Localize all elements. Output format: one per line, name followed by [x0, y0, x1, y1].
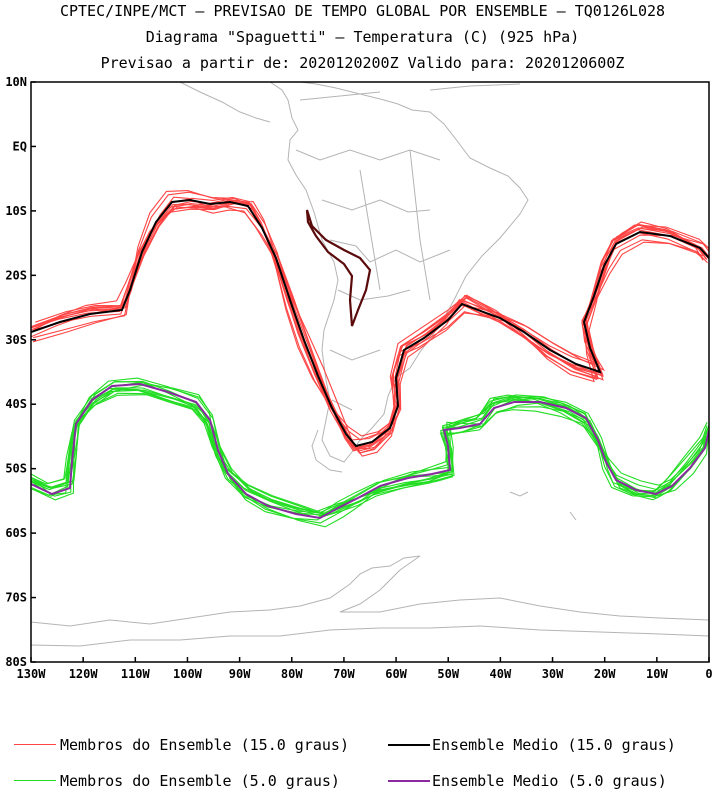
- member-15-line-9: [35, 201, 704, 457]
- member-5-line-8: [33, 384, 706, 528]
- member-5-line-9: [31, 387, 709, 513]
- lon-label-70w: 70W: [333, 667, 355, 681]
- members-5-spaghetti: [31, 377, 709, 528]
- legend-members-5: Membros do Ensemble (5.0 graus): [60, 772, 340, 790]
- legend-mean-5: Ensemble Medio (5.0 graus): [432, 772, 667, 790]
- lat-label-70s: 70S: [5, 591, 27, 605]
- legend-swatch-members-15: [14, 744, 56, 745]
- country-borders: [295, 149, 451, 411]
- lon-label-130w: 130W: [17, 667, 47, 681]
- map-area: [31, 82, 709, 647]
- legend-swatch-members-5: [14, 780, 56, 781]
- member-15-line-4: [33, 206, 709, 450]
- map-frame: [30, 81, 710, 663]
- mean-15-line: [31, 198, 709, 448]
- lat-label-60s: 60S: [5, 526, 27, 540]
- lon-label-40w: 40W: [490, 667, 512, 681]
- lat-label-50s: 50S: [5, 462, 27, 476]
- latitude-labels: 10N EQ 10S 20S 30S 40S 50S 60S 70S 80S: [5, 75, 27, 669]
- lon-label-100w: 100W: [173, 667, 203, 681]
- axis-ticks: [30, 81, 710, 663]
- antarctica-coastline: [31, 555, 709, 627]
- lon-label-90w: 90W: [229, 667, 251, 681]
- member-15-line-11: [31, 203, 709, 448]
- tierra-del-fuego-coastline: [311, 429, 577, 521]
- lon-label-120w: 120W: [69, 667, 99, 681]
- lon-label-30w: 30W: [542, 667, 564, 681]
- antarctica-coastline-inner: [31, 625, 709, 647]
- lon-label-110w: 110W: [121, 667, 151, 681]
- lat-label-30s: 30S: [5, 333, 27, 347]
- central-america-coastline: [179, 82, 521, 123]
- legend-members-15: Membros do Ensemble (15.0 graus): [60, 736, 349, 754]
- member-15-line-7: [31, 200, 709, 452]
- title-line-3: Previsao a partir de: 2020120200Z Valido…: [100, 54, 625, 72]
- legend-mean-15: Ensemble Medio (15.0 graus): [432, 736, 676, 754]
- member-15-line-10: [35, 203, 707, 454]
- lat-label-eq: EQ: [13, 139, 27, 153]
- andes-isotherm: [305, 209, 372, 327]
- member-15-line-3: [33, 191, 705, 441]
- mean-5-line: [31, 382, 709, 520]
- member-5-line-5: [31, 392, 709, 514]
- lon-label-10w: 10W: [646, 667, 668, 681]
- lon-label-60w: 60W: [385, 667, 407, 681]
- member-15-line-5: [31, 196, 709, 441]
- legend-swatch-mean-5: [388, 780, 430, 782]
- title-line-1: CPTEC/INPE/MCT – PREVISAO DE TEMPO GLOBA…: [59, 2, 666, 20]
- lon-label-50w: 50W: [437, 667, 459, 681]
- legend-swatch-mean-15: [388, 744, 430, 746]
- lat-label-20s: 20S: [5, 268, 27, 282]
- lon-label-20w: 20W: [594, 667, 616, 681]
- south-america-coastline: [269, 82, 529, 463]
- lat-label-80s: 80S: [5, 655, 27, 669]
- member-15-line-8: [32, 190, 704, 437]
- lon-label-0: 0: [705, 667, 712, 681]
- longitude-labels: 130W 120W 110W 100W 90W 80W 70W 60W 50W 40W 30W 20W…: [17, 667, 713, 681]
- member-15-line-2: [35, 201, 708, 454]
- member-15-line-12: [31, 201, 707, 452]
- coastlines: [31, 82, 709, 647]
- lat-label-10n: 10N: [5, 75, 27, 89]
- lon-label-80w: 80W: [281, 667, 303, 681]
- title-line-2: Diagrama "Spaguetti" – Temperatura (C) (…: [145, 28, 580, 46]
- lat-label-40s: 40S: [5, 397, 27, 411]
- lat-label-10s: 10S: [5, 204, 27, 218]
